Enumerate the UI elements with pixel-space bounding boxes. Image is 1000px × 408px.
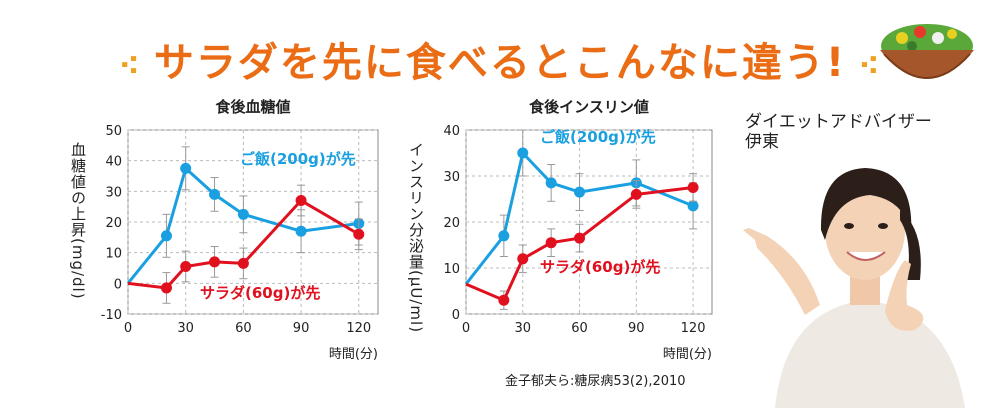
data-point	[237, 208, 249, 220]
data-point	[209, 256, 221, 268]
y-tick-label: 40	[443, 124, 460, 139]
data-point	[687, 182, 699, 193]
right-sparkle-icon: ⁖	[846, 49, 882, 84]
data-point	[574, 186, 586, 198]
x-tick-label: 120	[346, 321, 371, 336]
x-tick-label: 90	[628, 321, 645, 336]
x-axis-label: 時間(分)	[663, 347, 712, 362]
chart-title: 食後血糖値	[215, 98, 290, 116]
data-point	[160, 230, 172, 242]
headline-text: サラダを先に食べるとこんなに違う!	[153, 40, 847, 86]
series-label: サラダ(60g)が先	[200, 284, 320, 302]
x-tick-label: 30	[177, 321, 194, 336]
y-tick-label: 0	[114, 277, 122, 292]
y-tick-label: 20	[443, 216, 460, 231]
advisor-name: 伊東	[745, 132, 779, 152]
data-point	[687, 200, 699, 212]
x-tick-label: 90	[293, 321, 310, 336]
y-tick-label: 10	[105, 247, 122, 262]
data-point	[180, 260, 192, 272]
x-axis-label: 時間(分)	[329, 347, 378, 362]
series-label: ご飯(200g)が先	[540, 128, 656, 146]
series-label: ご飯(200g)が先	[240, 150, 356, 168]
left-sparkle-icon: ⁖	[118, 49, 154, 84]
headline: ⁖ サラダを先に食べるとこんなに違う! ⁖	[0, 30, 1000, 88]
data-point	[353, 228, 365, 240]
data-point	[545, 237, 557, 249]
data-point	[209, 188, 221, 200]
y-tick-label: 40	[105, 155, 122, 170]
chart-insulin: 食後インスリン値 0 10 20 30 40 0 30 60 90 120 時間(分) インスリン分泌量…	[407, 98, 713, 362]
data-point	[498, 294, 510, 306]
x-tick-label: 0	[124, 321, 132, 336]
y-tick-label: 50	[105, 124, 122, 139]
y-tick-label: 30	[443, 170, 460, 185]
data-point	[630, 188, 642, 200]
data-point	[180, 162, 192, 174]
salad-bowl-icon	[880, 24, 974, 79]
data-point	[295, 195, 307, 207]
chart-title: 食後インスリン値	[529, 98, 649, 116]
data-point	[498, 230, 510, 242]
y-tick-label: 10	[443, 262, 460, 277]
data-point	[160, 282, 172, 294]
y-tick-label: 0	[452, 308, 460, 323]
source-credit: 金子郁夫ら:糖尿病53(2),2010	[505, 374, 686, 389]
data-point	[517, 253, 529, 265]
y-axis-label: 血糖値の上昇(mg/dl)	[69, 142, 87, 300]
y-tick-label: 20	[105, 216, 122, 231]
data-point	[237, 257, 249, 269]
x-tick-label: 30	[514, 321, 531, 336]
y-tick-label: -10	[101, 308, 122, 323]
data-point	[517, 147, 529, 159]
data-point	[295, 225, 307, 237]
y-axis-label: インスリン分泌量(μU/ml)	[407, 142, 425, 333]
x-tick-label: 60	[571, 321, 588, 336]
x-tick-label: 0	[462, 321, 470, 336]
advisor-photo	[743, 168, 965, 408]
data-point	[545, 177, 557, 189]
series-label: サラダ(60g)が先	[540, 258, 660, 276]
x-tick-label: 60	[235, 321, 252, 336]
advisor-title: ダイエットアドバイザー	[745, 112, 932, 132]
x-tick-label: 120	[681, 321, 706, 336]
y-tick-label: 30	[105, 185, 122, 200]
advisor-caption: ダイエットアドバイザー 伊東	[745, 112, 932, 152]
data-point	[574, 232, 586, 244]
